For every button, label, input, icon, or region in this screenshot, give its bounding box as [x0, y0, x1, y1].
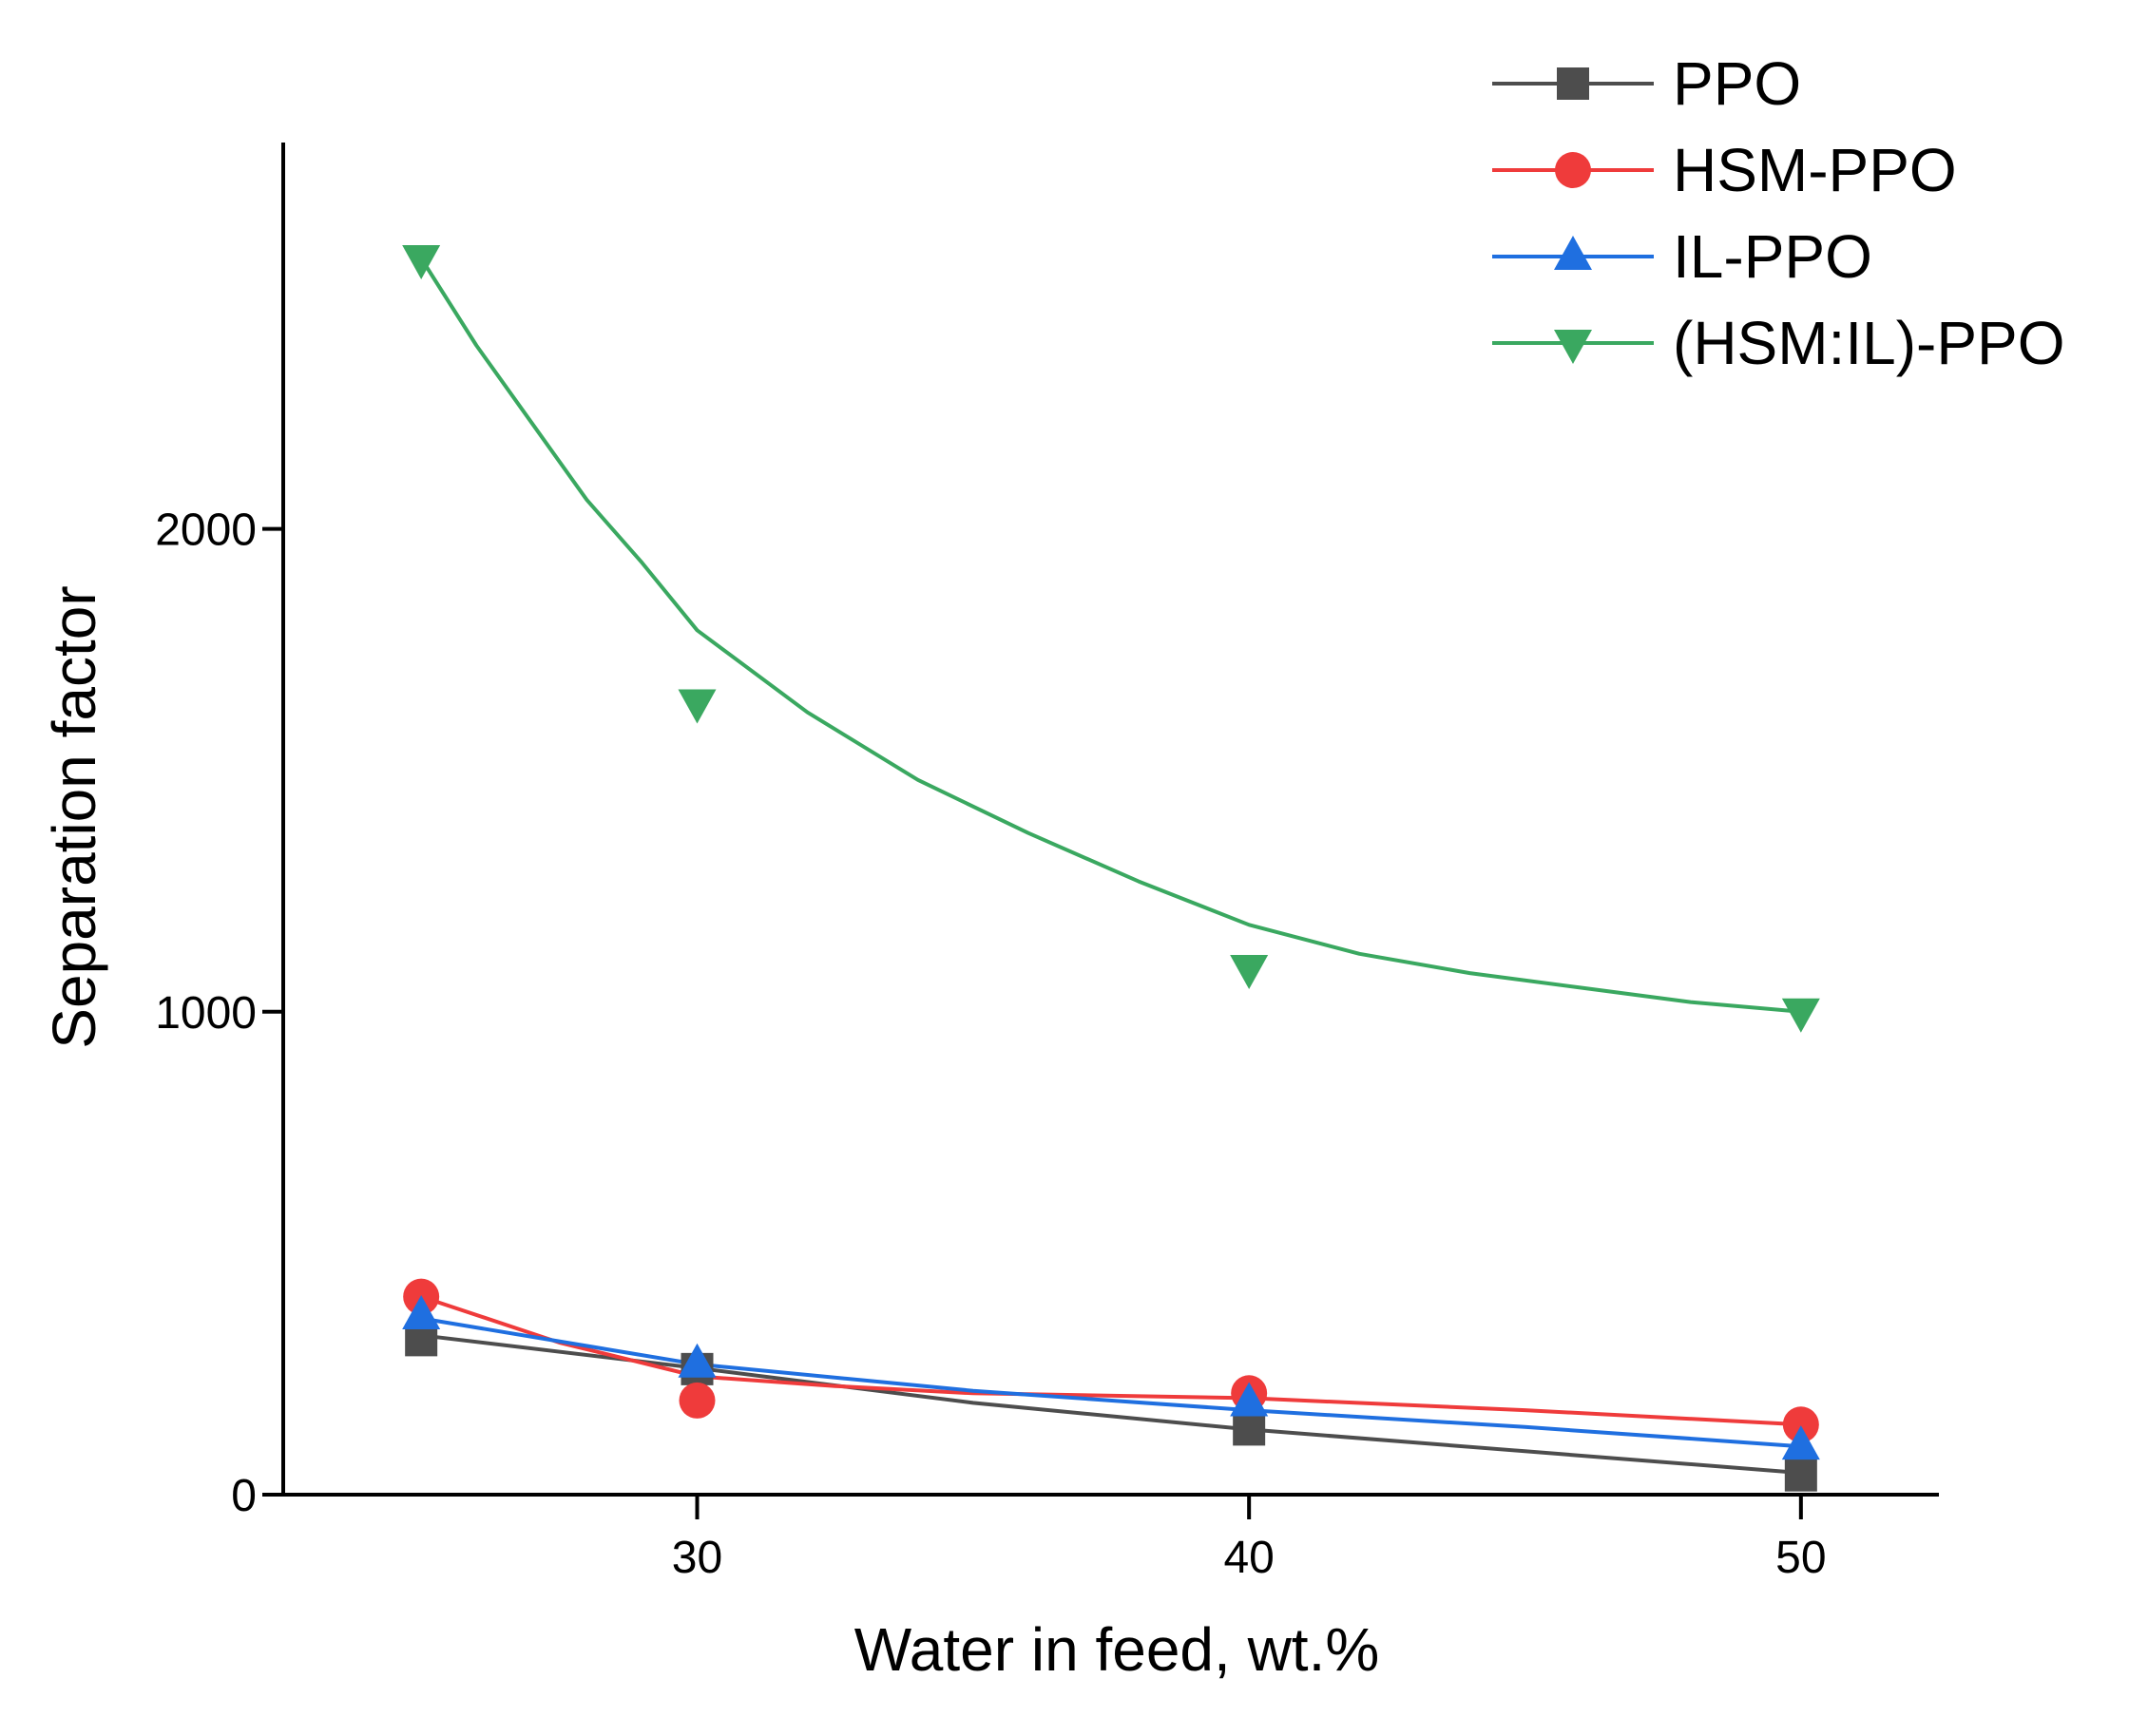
data-point-1-3 [1782, 1406, 1819, 1443]
legend-marker-1 [1555, 152, 1591, 188]
data-point-0-2 [1233, 1413, 1266, 1446]
y-axis-title: Separation factor [40, 585, 108, 1048]
data-point-2-0 [402, 1294, 441, 1329]
legend-label-0: PPO [1673, 49, 1801, 118]
series-curves [419, 257, 1801, 1476]
data-point-3-0 [402, 244, 441, 279]
data-point-1-1 [679, 1382, 716, 1419]
series-line-0 [420, 1333, 1801, 1476]
x-axis-title: Water in feed, wt.% [854, 1615, 1380, 1684]
y-tick-label-2000: 2000 [155, 506, 257, 556]
legend-marker-0 [1557, 67, 1589, 100]
data-point-2-1 [678, 1343, 717, 1378]
legend-marker-2 [1554, 236, 1592, 270]
legend-label-2: IL-PPO [1673, 222, 1872, 291]
y-tick-label-1000: 1000 [155, 988, 257, 1039]
legend-marker-3 [1554, 330, 1592, 364]
data-point-0-3 [1784, 1459, 1817, 1492]
axis-ticks: 30 40 50 0 1000 2000 [155, 506, 1826, 1583]
data-point-3-2 [1230, 955, 1269, 990]
data-point-3-3 [1781, 998, 1820, 1033]
series-line-2 [420, 1316, 1801, 1449]
y-tick-label-0: 0 [231, 1471, 257, 1521]
data-point-2-2 [1230, 1382, 1269, 1417]
data-point-2-3 [1781, 1425, 1820, 1460]
data-point-0-0 [405, 1324, 438, 1357]
legend: PPO HSM-PPO IL-PPO (HSM:IL)-PPO [1492, 49, 2064, 377]
x-tick-label-50: 50 [1775, 1533, 1826, 1583]
legend-label-1: HSM-PPO [1673, 136, 1957, 204]
axes [281, 143, 1939, 1497]
x-tick-label-30: 30 [672, 1533, 722, 1583]
x-tick-label-40: 40 [1223, 1533, 1274, 1583]
series-line-1 [420, 1294, 1801, 1427]
data-point-3-1 [678, 689, 717, 724]
series-line-3 [419, 257, 1801, 1014]
series-markers [402, 244, 1820, 1492]
legend-label-3: (HSM:IL)-PPO [1673, 309, 2064, 377]
